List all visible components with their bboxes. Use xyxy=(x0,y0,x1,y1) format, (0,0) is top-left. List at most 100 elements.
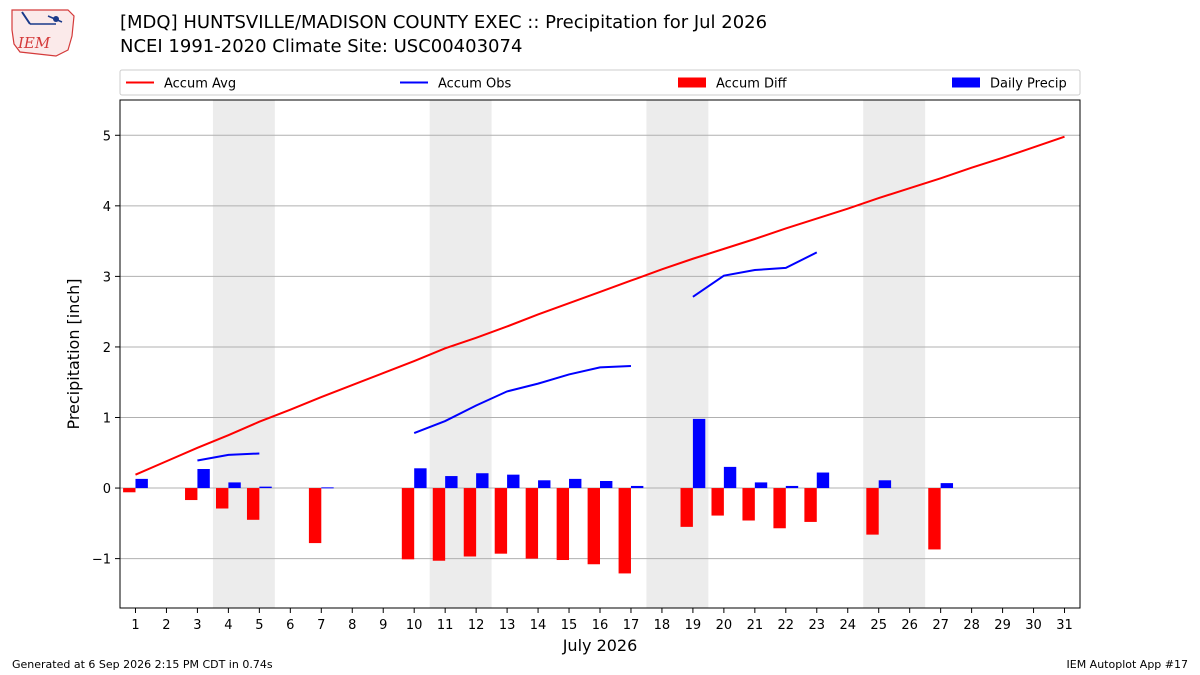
x-tick-label: 1 xyxy=(131,618,139,633)
weekend-band xyxy=(646,100,709,608)
x-tick-label: 22 xyxy=(778,618,795,633)
daily-precip-bar xyxy=(197,469,210,489)
x-tick-label: 26 xyxy=(901,618,918,633)
footer-generated: Generated at 6 Sep 2026 2:15 PM CDT in 0… xyxy=(12,658,273,671)
y-axis-label: Precipitation [inch] xyxy=(64,278,83,429)
accum-diff-bar xyxy=(804,488,817,522)
legend-label-avg: Accum Avg xyxy=(164,77,236,92)
x-tick-label: 3 xyxy=(193,618,201,633)
daily-precip-bar xyxy=(878,480,892,489)
x-tick-label: 30 xyxy=(1025,618,1042,633)
accum-diff-bar xyxy=(216,488,229,509)
x-tick-label: 7 xyxy=(317,618,325,633)
x-tick-label: 13 xyxy=(499,618,516,633)
x-tick-label: 27 xyxy=(932,618,949,633)
accum-diff-bar xyxy=(711,488,724,516)
accum-diff-bar xyxy=(123,488,136,493)
y-tick-label: 0 xyxy=(103,482,111,497)
daily-precip-bar xyxy=(785,485,799,489)
y-tick-label: −1 xyxy=(92,553,111,568)
accum-diff-bar xyxy=(928,488,941,550)
legend-box xyxy=(119,69,1081,96)
accum-obs-line xyxy=(692,251,818,298)
chart-subtitle: NCEI 1991-2020 Climate Site: USC00403074 xyxy=(120,36,523,57)
x-tick-label: 8 xyxy=(348,618,356,633)
y-tick-label: 2 xyxy=(103,341,111,356)
x-tick-label: 17 xyxy=(623,618,640,633)
legend-swatch-diff xyxy=(678,77,706,88)
accum-obs-line xyxy=(413,364,632,434)
x-tick-label: 28 xyxy=(963,618,980,633)
accum-diff-bar xyxy=(742,488,755,521)
footer-app: IEM Autoplot App #17 xyxy=(1066,658,1189,671)
x-axis-label: July 2026 xyxy=(562,636,638,655)
x-tick-label: 19 xyxy=(685,618,702,633)
daily-precip-bar xyxy=(135,478,148,489)
x-tick-label: 6 xyxy=(286,618,294,633)
daily-precip-bar xyxy=(507,474,520,489)
accum-diff-bar xyxy=(432,488,446,561)
accum-avg-line xyxy=(135,135,1065,476)
legend-label-diff: Accum Diff xyxy=(716,77,788,92)
iem-logo: IEM xyxy=(11,9,75,57)
daily-precip-bar xyxy=(321,487,334,489)
daily-precip-bar xyxy=(754,482,768,489)
daily-precip-bar xyxy=(600,481,613,489)
daily-precip-bar xyxy=(940,483,954,489)
x-tick-label: 11 xyxy=(437,618,454,633)
accum-diff-bar xyxy=(308,488,322,544)
y-tick-label: 1 xyxy=(103,412,111,427)
x-tick-label: 4 xyxy=(224,618,232,633)
daily-precip-bar xyxy=(692,418,706,489)
accum-obs-line xyxy=(197,452,260,462)
x-tick-label: 20 xyxy=(716,618,733,633)
accum-diff-bar xyxy=(494,488,508,554)
x-tick-label: 29 xyxy=(994,618,1011,633)
daily-precip-bar xyxy=(630,485,644,489)
legend-label-daily: Daily Precip xyxy=(990,77,1067,92)
daily-precip-bar xyxy=(816,472,830,489)
x-tick-label: 31 xyxy=(1056,618,1073,633)
x-tick-label: 24 xyxy=(839,618,856,633)
accum-diff-bar xyxy=(773,488,786,529)
logo-text: IEM xyxy=(17,34,51,52)
daily-precip-bar xyxy=(228,482,241,489)
x-tick-label: 16 xyxy=(592,618,609,633)
daily-precip-bar xyxy=(538,480,551,489)
accum-diff-bar xyxy=(463,488,477,557)
x-tick-label: 21 xyxy=(747,618,764,633)
daily-precip-bar xyxy=(414,468,427,489)
daily-precip-bar xyxy=(259,486,272,489)
accum-diff-bar xyxy=(556,488,570,561)
accum-diff-bar xyxy=(246,488,260,520)
accum-diff-bar xyxy=(185,488,198,501)
accum-diff-bar xyxy=(401,488,415,560)
legend-label-obs: Accum Obs xyxy=(438,77,511,92)
x-tick-label: 10 xyxy=(406,618,423,633)
x-tick-label: 14 xyxy=(530,618,547,633)
accum-diff-bar xyxy=(618,488,631,574)
x-tick-label: 9 xyxy=(379,618,387,633)
daily-precip-bar xyxy=(569,478,582,489)
daily-precip-bar xyxy=(723,466,737,489)
accum-diff-bar xyxy=(680,488,693,527)
accum-diff-bar xyxy=(866,488,879,535)
chart-title: [MDQ] HUNTSVILLE/MADISON COUNTY EXEC :: … xyxy=(120,12,768,33)
x-tick-label: 2 xyxy=(162,618,170,633)
y-tick-label: 4 xyxy=(103,200,111,215)
legend-swatch-daily xyxy=(952,77,980,88)
y-tick-label: 5 xyxy=(103,129,111,144)
x-tick-label: 25 xyxy=(870,618,887,633)
x-tick-label: 23 xyxy=(809,618,826,633)
x-tick-label: 18 xyxy=(654,618,671,633)
accum-diff-bar xyxy=(525,488,539,559)
weekend-band xyxy=(212,100,275,608)
x-tick-label: 12 xyxy=(468,618,485,633)
y-tick-label: 3 xyxy=(103,270,111,285)
x-tick-label: 5 xyxy=(255,618,263,633)
daily-precip-bar xyxy=(476,473,489,489)
x-tick-label: 15 xyxy=(561,618,578,633)
daily-precip-bar xyxy=(445,476,458,489)
accum-diff-bar xyxy=(587,488,600,565)
